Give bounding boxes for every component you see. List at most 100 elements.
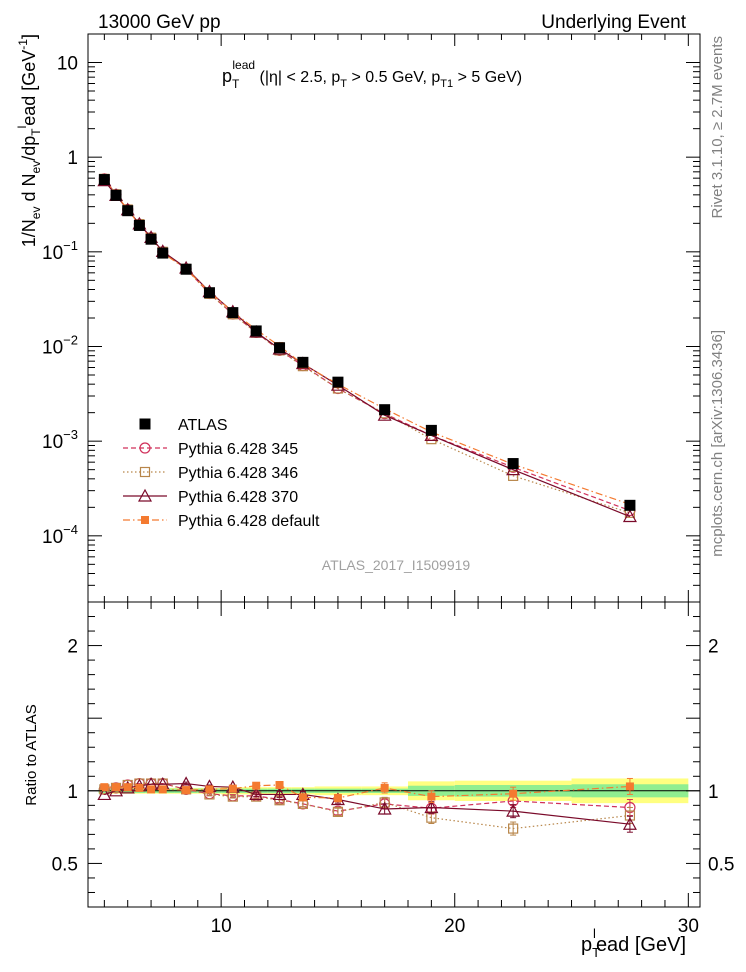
- ylabel-a: 1/N: [19, 219, 39, 247]
- point-atlas: [379, 404, 391, 416]
- legend-item-p346: Pythia 6.428 346: [123, 465, 298, 482]
- legend-item-p370: Pythia 6.428 370: [123, 488, 298, 506]
- main-ytick-exp: −2: [63, 332, 78, 347]
- title-eta-cut: (|η| < 2.5, p: [255, 69, 340, 86]
- ratio-xtick-label: 30: [678, 916, 699, 937]
- point-p346: [508, 470, 519, 481]
- point-atlas: [274, 342, 286, 354]
- xlabel-sup-l: l: [593, 926, 596, 941]
- ylabel-ev2: ev: [29, 161, 43, 174]
- line-p345: [103, 178, 631, 512]
- ratio-point-pdefault: [100, 783, 109, 792]
- main-ytick-label: 10−4: [42, 522, 78, 548]
- ratio-ytick-label-right: 2: [708, 637, 719, 658]
- main-ytick-base: 10: [42, 432, 63, 453]
- point-atlas: [157, 247, 169, 259]
- legend-label-pdefault: Pythia 6.428 default: [178, 513, 320, 530]
- point-atlas: [297, 356, 309, 368]
- point-atlas: [133, 219, 145, 231]
- ratio-point-p346: [508, 823, 519, 834]
- ratio-point-pdefault: [298, 793, 307, 802]
- legend-marker-pdefault: [141, 516, 149, 524]
- ratio-point-pdefault: [147, 785, 156, 794]
- main-ytick-base: 10: [42, 337, 63, 358]
- main-ytick-exp: −4: [63, 522, 78, 537]
- title-sub-t1: T1: [440, 78, 453, 90]
- point-atlas: [332, 376, 344, 388]
- ratio-ytick-label-right: 0.5: [708, 854, 734, 875]
- point-atlas: [624, 499, 636, 511]
- point-atlas: [507, 458, 519, 470]
- ylabel-b: d N: [19, 173, 39, 206]
- xlabel-sub-t: T: [592, 945, 600, 960]
- xlabel-rest: ead [GeV]: [596, 934, 686, 956]
- main-ytick-label: 10−2: [42, 332, 78, 358]
- legend-label-p370: Pythia 6.428 370: [178, 489, 298, 506]
- main-ytick-exp: −3: [63, 427, 78, 442]
- legend-label-atlas: ATLAS: [178, 417, 228, 434]
- legend-marker-atlas: [139, 418, 151, 430]
- main-title: pTlead (|η| < 2.5, pT > 0.5 GeV, pT1 > 5…: [222, 58, 522, 91]
- ratio-point-pdefault: [427, 792, 436, 801]
- title-pt1-cut: > 5 GeV): [453, 69, 522, 86]
- ratio-point-p370: [249, 787, 264, 801]
- ratio-frame: [87, 601, 701, 908]
- series-pdefault: [100, 174, 634, 509]
- title-sup-lead: lead: [232, 58, 255, 72]
- main-marks: [97, 173, 637, 523]
- line-p346: [103, 178, 631, 514]
- ratio-point-pdefault: [205, 785, 214, 794]
- point-atlas: [425, 424, 437, 436]
- main-ytick-base: 10: [42, 527, 63, 548]
- legend-label-p345: Pythia 6.428 345: [178, 441, 298, 458]
- legend-marker-p346: [139, 466, 151, 478]
- ratio-point-pdefault: [333, 794, 342, 803]
- ratio-ytick-label: 2: [67, 637, 78, 658]
- main-ytick-exp: −1: [63, 238, 78, 253]
- main-ylabel: 1/Nev d Nev/dpTlead [GeV-1]: [15, 34, 43, 247]
- legend-marker-p370: [137, 488, 153, 502]
- ylabel-c: /dp: [19, 136, 39, 161]
- ratio-xlabel: pTlead [GeV]: [581, 926, 686, 960]
- header-right-label: Underlying Event: [541, 12, 686, 33]
- series-atlas: [98, 174, 636, 511]
- ratio-point-p370: [424, 800, 439, 814]
- ratio-point-pdefault: [380, 783, 389, 792]
- rivet-label: Rivet 3.1.10, ≥ 2.7M events: [709, 36, 726, 219]
- header-left-label: 13000 GeV pp: [98, 12, 221, 33]
- ratio-panel: 10 20 30 0.5 0.5 1 1 2 2 Ratio to ATLAS pTlead […: [23, 601, 734, 960]
- ratio-point-p370: [622, 816, 637, 830]
- legend-item-atlas: ATLAS: [139, 417, 228, 434]
- ratio-point-pdefault: [252, 781, 261, 790]
- legend-label-p346: Pythia 6.428 346: [178, 465, 298, 482]
- point-atlas: [180, 263, 192, 275]
- ratio-point-p370: [377, 801, 392, 815]
- main-ytick-label: 1: [67, 148, 78, 169]
- ylabel-d: ead [GeV: [19, 50, 39, 126]
- title-p: p: [222, 66, 232, 86]
- legend-item-p345: Pythia 6.428 345: [123, 441, 298, 458]
- main-ytick-label: 10−3: [42, 427, 78, 453]
- ratio-series-pdefault: [100, 777, 634, 803]
- ratio-bands: [88, 778, 700, 804]
- ylabel-sup-m1: -1: [16, 39, 30, 50]
- main-ytick-label: 10−1: [42, 238, 78, 264]
- title-pt-cut: > 0.5 GeV, p: [347, 69, 440, 86]
- ratio-point-pdefault: [123, 783, 132, 792]
- legend-marker-p345: [139, 442, 151, 454]
- ratio-ytick-label: 0.5: [52, 854, 78, 875]
- point-atlas: [110, 189, 122, 201]
- point-p370: [506, 462, 521, 476]
- ratio-axes: 10 20 30 0.5 0.5 1 1 2 2: [52, 602, 734, 937]
- analysis-id-label: ATLAS_2017_I1509919: [322, 557, 471, 573]
- ratio-point-pdefault: [228, 784, 237, 793]
- ratio-point-p370: [506, 803, 521, 817]
- ratio-ytick-label-right: 1: [708, 782, 719, 803]
- ratio-ytick-label: 1: [67, 782, 78, 803]
- xlabel-p: p: [581, 934, 592, 956]
- ratio-point-p370: [272, 787, 287, 801]
- point-atlas: [122, 205, 134, 217]
